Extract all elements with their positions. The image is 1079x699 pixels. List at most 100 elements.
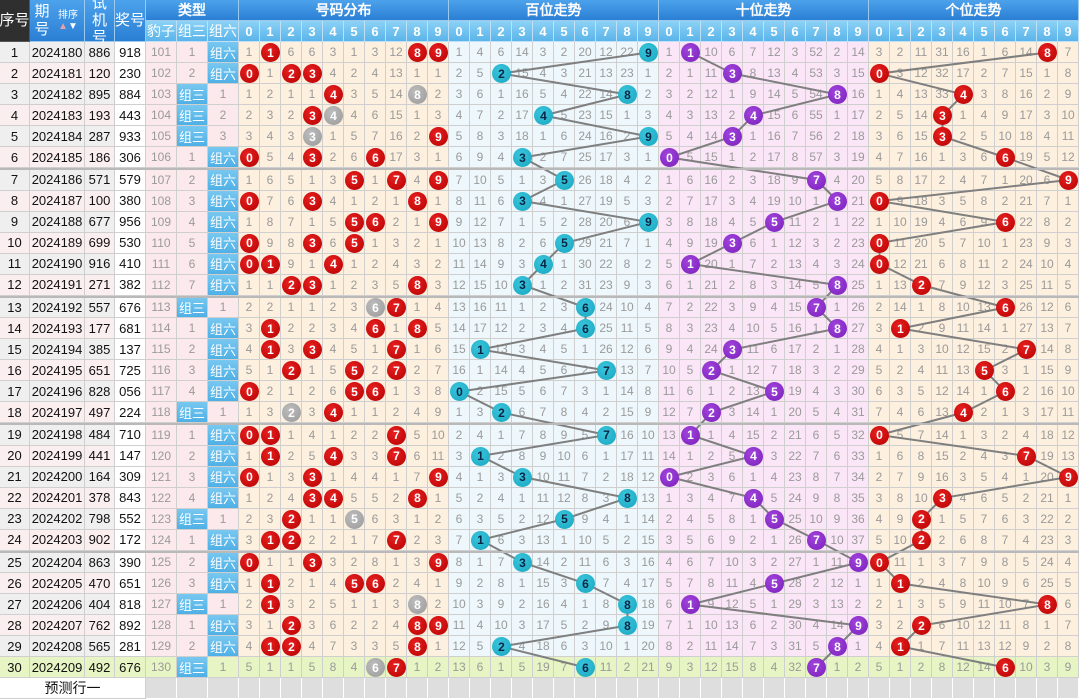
- trend-ball: 9: [639, 43, 658, 62]
- predict-cell[interactable]: [659, 678, 680, 699]
- predict-cell[interactable]: [344, 678, 365, 699]
- omission-cell: 8: [995, 552, 1016, 573]
- number-ball: 9: [429, 43, 448, 62]
- predict-cell[interactable]: [281, 678, 302, 699]
- omission-cell: 8: [890, 487, 911, 509]
- predict-cell[interactable]: [470, 678, 491, 699]
- omission-cell: 14: [911, 105, 932, 126]
- omission-cell: 5: [953, 508, 974, 530]
- subheader-digit: 2: [911, 21, 932, 42]
- number-ball: 8: [408, 595, 427, 614]
- type-zuliu-hit: 组六: [208, 318, 239, 339]
- predict-cell[interactable]: [365, 678, 386, 699]
- omission-cell: 4: [512, 360, 533, 381]
- predict-cell[interactable]: [596, 678, 617, 699]
- row-seq: 26: [0, 573, 30, 594]
- predict-cell[interactable]: [890, 678, 911, 699]
- row-period: 2024198: [30, 424, 85, 446]
- predict-cell[interactable]: [764, 678, 785, 699]
- omission-cell: 8: [575, 487, 596, 509]
- trend-ball: 0: [660, 467, 679, 487]
- predict-cell[interactable]: [554, 678, 575, 699]
- predict-cell[interactable]: [617, 678, 638, 699]
- predict-cell[interactable]: [995, 678, 1016, 699]
- predict-cell[interactable]: [533, 678, 554, 699]
- predict-cell[interactable]: [953, 678, 974, 699]
- omission-cell: 6: [281, 42, 302, 63]
- omission-cell: 7: [365, 529, 386, 551]
- omission-cell: 9: [974, 211, 995, 233]
- omission-cell: 14: [512, 42, 533, 63]
- predict-cell[interactable]: [260, 678, 281, 699]
- subheader-digit: 1: [470, 21, 491, 42]
- predict-cell[interactable]: [785, 678, 806, 699]
- omission-cell: 13: [743, 381, 764, 402]
- predict-cell[interactable]: [386, 678, 407, 699]
- predict-cell[interactable]: [827, 678, 848, 699]
- predict-cell[interactable]: [575, 678, 596, 699]
- omission-cell: 1: [911, 297, 932, 318]
- omission-cell: 24: [1016, 253, 1037, 275]
- type-baozi-omission: 127: [146, 594, 177, 615]
- omission-cell: 9: [953, 594, 974, 615]
- omission-cell: 14: [974, 318, 995, 339]
- omission-cell: 2: [743, 529, 764, 551]
- trend-ball: 6: [996, 148, 1015, 167]
- omission-cell: 6: [890, 126, 911, 147]
- predict-cell[interactable]: [974, 678, 995, 699]
- omission-cell: 5: [260, 147, 281, 168]
- omission-cell: 4: [974, 105, 995, 126]
- omission-cell: 14: [386, 84, 407, 105]
- predict-cell[interactable]: [239, 678, 260, 699]
- omission-cell: 7: [554, 657, 575, 678]
- trend-ball: 9: [1059, 170, 1078, 190]
- predict-cell[interactable]: [449, 678, 470, 699]
- predict-cell[interactable]: [638, 678, 659, 699]
- predict-cell[interactable]: [146, 678, 177, 699]
- predict-cell[interactable]: [302, 678, 323, 699]
- predict-cell[interactable]: [208, 678, 239, 699]
- omission-cell: 13: [932, 402, 953, 423]
- omission-cell: 1: [239, 274, 260, 296]
- trend-ball: 2: [492, 637, 511, 656]
- predict-cell[interactable]: [932, 678, 953, 699]
- predict-cell[interactable]: [680, 678, 701, 699]
- predict-cell[interactable]: [848, 678, 869, 699]
- predict-cell[interactable]: [722, 678, 743, 699]
- sort-up-icon[interactable]: ▲: [58, 21, 68, 32]
- predict-cell[interactable]: [1016, 678, 1037, 699]
- omission-cell: 1: [659, 487, 680, 509]
- predict-cell[interactable]: [869, 678, 890, 699]
- type-zusan-hit: 组三: [177, 297, 208, 318]
- number-ball: 1: [261, 340, 280, 359]
- omission-cell: 2: [722, 169, 743, 191]
- omission-cell: 6: [575, 445, 596, 467]
- trend-ball: 3: [723, 127, 742, 146]
- row-seq: 13: [0, 297, 30, 318]
- predict-cell[interactable]: [1037, 678, 1058, 699]
- omission-cell: 1: [470, 360, 491, 381]
- omission-cell: 1: [638, 147, 659, 168]
- predict-cell[interactable]: [743, 678, 764, 699]
- predict-cell[interactable]: [806, 678, 827, 699]
- sort-down-icon[interactable]: ▼: [68, 21, 78, 32]
- omission-cell: 25: [596, 318, 617, 339]
- number-ball: 3: [303, 275, 322, 295]
- predict-cell[interactable]: [911, 678, 932, 699]
- trend-ball: 6: [576, 319, 595, 338]
- predict-cell[interactable]: [512, 678, 533, 699]
- predict-cell[interactable]: [407, 678, 428, 699]
- omission-cell: 20: [575, 42, 596, 63]
- sort-toggle[interactable]: 排序 ▲▼: [58, 10, 78, 32]
- predict-cell[interactable]: [491, 678, 512, 699]
- omission-cell: 3: [911, 594, 932, 615]
- predict-cell[interactable]: [701, 678, 722, 699]
- predict-cell[interactable]: [428, 678, 449, 699]
- predict-cell[interactable]: [177, 678, 208, 699]
- header-period-sort[interactable]: 期号 排序 ▲▼: [30, 0, 85, 42]
- omission-cell: 4: [407, 573, 428, 594]
- omission-cell: 2: [428, 657, 449, 678]
- omission-cell: 16: [1037, 381, 1058, 402]
- predict-cell[interactable]: [323, 678, 344, 699]
- predict-cell[interactable]: [1058, 678, 1079, 699]
